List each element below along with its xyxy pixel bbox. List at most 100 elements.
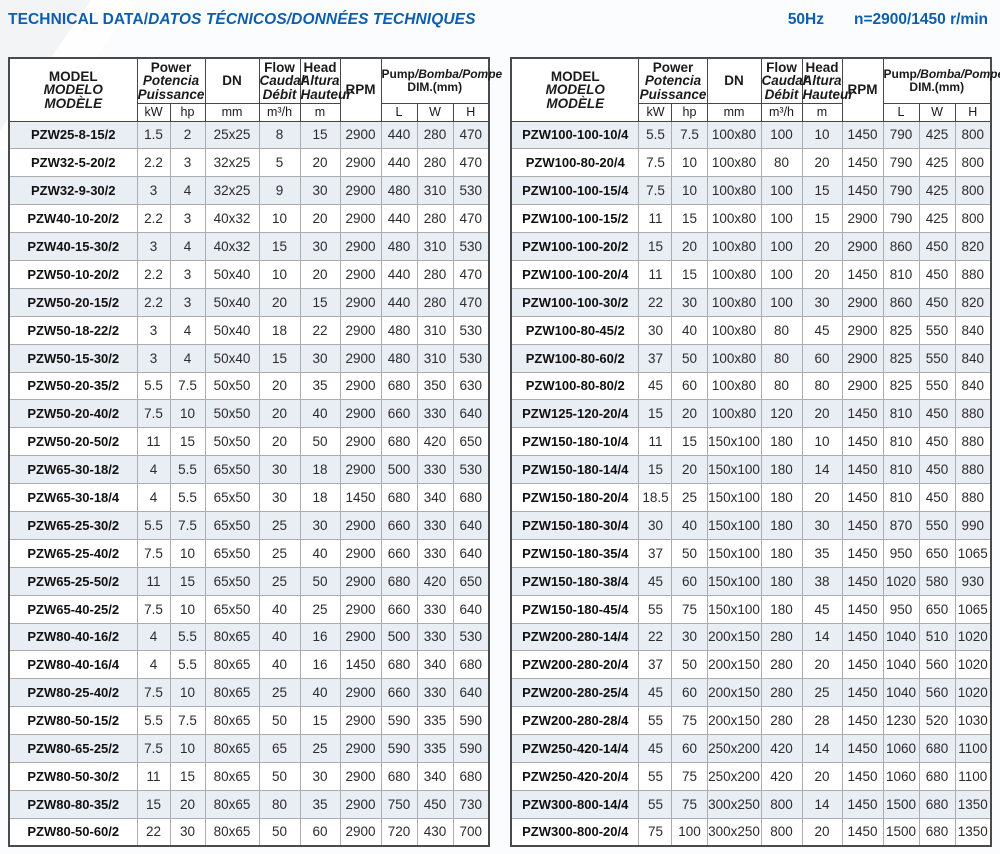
value-cell: 55 xyxy=(638,594,673,624)
value-cell: 10 xyxy=(169,538,206,568)
value-cell: 100x80 xyxy=(706,176,762,206)
value-cell: 2900 xyxy=(339,176,382,206)
value-cell: 50x50 xyxy=(204,427,260,457)
value-cell: 440 xyxy=(380,204,418,234)
value-cell: 100x80 xyxy=(706,343,762,373)
value-cell: 330 xyxy=(416,678,454,708)
value-cell: 330 xyxy=(416,622,454,652)
value-cell: 180 xyxy=(760,566,803,596)
value-cell: 640 xyxy=(452,538,490,568)
value-cell: 80x65 xyxy=(204,734,260,763)
value-cell: 680 xyxy=(380,371,418,401)
value-cell: 520 xyxy=(918,706,956,736)
value-cell: 4 xyxy=(169,343,206,373)
value-cell: 2900 xyxy=(339,120,382,150)
unit-head: m xyxy=(801,102,843,122)
value-cell: 430 xyxy=(416,817,454,847)
value-cell: 11 xyxy=(136,427,171,457)
table-row: PZW100-100-20/2 15 20 100x80 100 20 2900 860 450… xyxy=(510,232,992,261)
value-cell: 120 xyxy=(760,399,803,429)
model-cell: PZW100-100-15/4 xyxy=(510,176,640,206)
value-cell: 100x80 xyxy=(706,259,762,289)
value-cell: 7.5 xyxy=(136,538,171,568)
model-cell: PZW100-80-20/4 xyxy=(510,148,640,178)
value-cell: 530 xyxy=(452,622,490,652)
model-cell: PZW100-100-20/2 xyxy=(510,232,640,261)
value-cell: 40 xyxy=(299,678,341,708)
value-cell: 15 xyxy=(638,232,673,261)
value-cell: 50 xyxy=(671,650,708,680)
value-cell: 40 xyxy=(299,538,341,568)
value-cell: 50 xyxy=(671,538,708,568)
table-row: PZW150-180-45/4 55 75 150x100 180 45 1450 950 65… xyxy=(510,594,992,624)
value-cell: 640 xyxy=(452,399,490,429)
model-cell: PZW80-50-60/2 xyxy=(8,817,138,847)
value-cell: 640 xyxy=(452,594,490,624)
value-cell: 1450 xyxy=(841,734,884,763)
value-cell: 560 xyxy=(918,650,956,680)
value-cell: 180 xyxy=(760,483,803,512)
value-cell: 330 xyxy=(416,399,454,429)
value-cell: 20 xyxy=(258,287,301,317)
value-cell: 650 xyxy=(918,538,956,568)
value-cell: 560 xyxy=(918,678,956,708)
value-cell: 9 xyxy=(258,176,301,206)
value-cell: 55 xyxy=(638,706,673,736)
value-cell: 1450 xyxy=(841,650,884,680)
value-cell: 4 xyxy=(169,176,206,206)
model-cell: PZW80-40-16/2 xyxy=(8,622,138,652)
value-cell: 80 xyxy=(801,371,843,401)
value-cell: 1450 xyxy=(841,427,884,457)
value-cell: 340 xyxy=(416,761,454,791)
value-cell: 80x65 xyxy=(204,650,260,680)
model-cell: PZW32-9-30/2 xyxy=(8,176,138,206)
value-cell: 5.5 xyxy=(136,371,171,401)
table-row: PZW80-25-40/2 7.5 10 80x65 25 40 2900 660 330 640 xyxy=(8,678,490,708)
model-cell: PZW150-180-20/4 xyxy=(510,483,640,512)
value-cell: 32x25 xyxy=(204,148,260,178)
value-cell: 15 xyxy=(136,789,171,819)
value-cell: 480 xyxy=(380,315,418,345)
table-row: PZW50-20-50/2 11 15 50x50 20 50 2900 680 420 650 xyxy=(8,427,490,457)
col-header-rpm: RPM xyxy=(841,57,884,122)
value-cell: 10 xyxy=(671,148,708,178)
value-cell: 7.5 xyxy=(638,176,673,206)
speed-label: n=2900/1450 r/min xyxy=(854,11,988,28)
value-cell: 425 xyxy=(918,204,956,234)
value-cell: 15 xyxy=(638,399,673,429)
table-row: PZW25-8-15/2 1.5 2 25x25 8 15 2900 440 280 470 xyxy=(8,120,490,150)
value-cell: 450 xyxy=(918,427,956,457)
value-cell: 470 xyxy=(452,148,490,178)
table-row: PZW150-180-35/4 37 50 150x100 180 35 1450 950 65… xyxy=(510,538,992,568)
table-row: PZW100-100-20/4 11 15 100x80 100 20 1450 810 450… xyxy=(510,259,992,289)
value-cell: 1450 xyxy=(841,538,884,568)
value-cell: 1020 xyxy=(954,678,992,708)
table-row: PZW200-280-28/4 55 75 200x150 280 28 1450 1230 5… xyxy=(510,706,992,736)
value-cell: 25 xyxy=(299,734,341,763)
value-cell: 450 xyxy=(918,455,956,485)
table-row: PZW65-30-18/4 4 5.5 65x50 30 18 1450 680 340 680 xyxy=(8,483,490,512)
value-cell: 1100 xyxy=(954,761,992,791)
value-cell: 280 xyxy=(760,706,803,736)
value-cell: 25 xyxy=(671,483,708,512)
value-cell: 550 xyxy=(918,343,956,373)
value-cell: 7.5 xyxy=(136,678,171,708)
value-cell: 40 xyxy=(258,622,301,652)
value-cell: 4 xyxy=(136,622,171,652)
model-cell: PZW100-100-15/2 xyxy=(510,204,640,234)
value-cell: 1040 xyxy=(882,678,920,708)
table-row: PZW200-280-25/4 45 60 200x150 280 25 1450 1040 5… xyxy=(510,678,992,708)
value-cell: 440 xyxy=(380,259,418,289)
value-cell: 1065 xyxy=(954,538,992,568)
value-cell: 2900 xyxy=(339,594,382,624)
value-cell: 75 xyxy=(671,594,708,624)
value-cell: 60 xyxy=(671,371,708,401)
col-header-dn: DN xyxy=(706,57,762,104)
value-cell: 100x80 xyxy=(706,287,762,317)
value-cell: 2900 xyxy=(339,817,382,847)
value-cell: 310 xyxy=(416,343,454,373)
value-cell: 40x32 xyxy=(204,232,260,261)
table-row: PZW100-80-60/2 37 50 100x80 80 60 2900 825 550 84… xyxy=(510,343,992,373)
table-row: PZW50-18-22/2 3 4 50x40 18 22 2900 480 310 530 xyxy=(8,315,490,345)
value-cell: 2900 xyxy=(339,789,382,819)
